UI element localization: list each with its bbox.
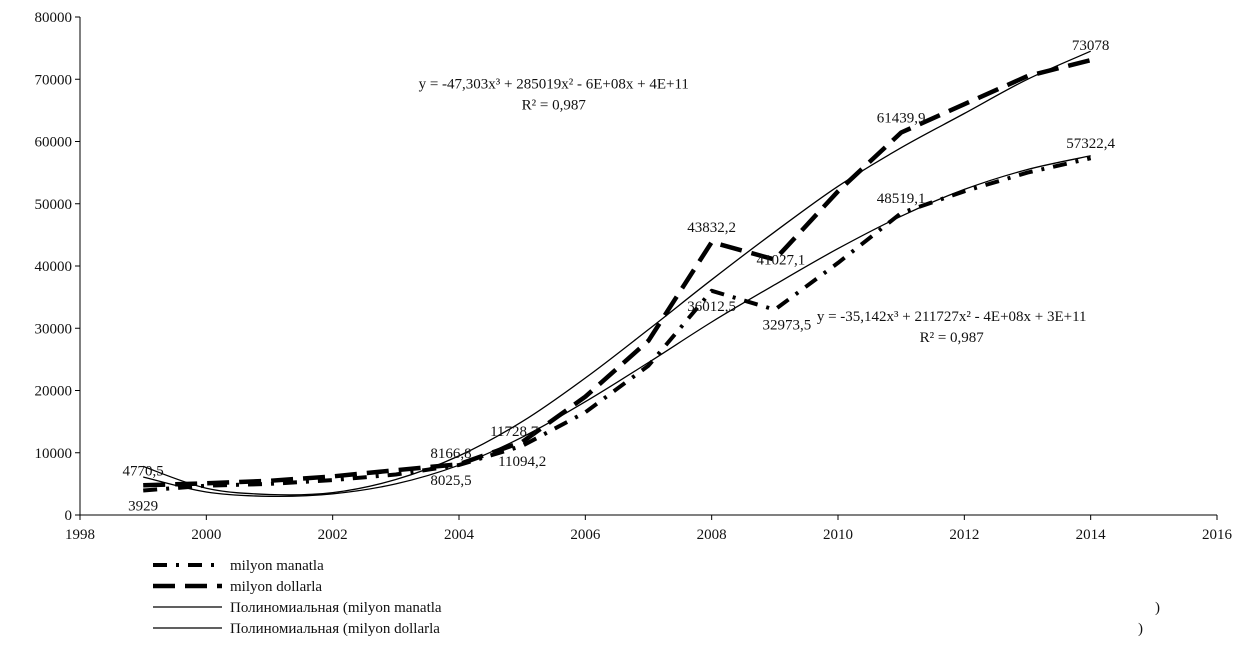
trendline-equations: y = -47,303x³ + 285019x² - 6E+08x + 4E+1…	[419, 77, 1087, 346]
data-label: 61439,9	[877, 111, 926, 127]
legend-label: Полиномиальная (milyon dollarla	[230, 621, 440, 637]
x-tick-label: 2014	[1076, 527, 1107, 543]
data-label: 73078	[1072, 38, 1110, 54]
trendline-equation: y = -35,142x³ + 211727x² - 4E+08x + 3E+1…	[817, 309, 1087, 325]
x-tick-label: 2002	[318, 527, 348, 543]
y-tick-label: 10000	[35, 446, 73, 462]
y-tick-label: 40000	[35, 259, 73, 275]
data-label: 3929	[128, 499, 158, 515]
x-tick-label: 2000	[191, 527, 221, 543]
trendline-3	[142, 50, 1091, 496]
trendline-equation: y = -47,303x³ + 285019x² - 6E+08x + 4E+1…	[419, 77, 689, 93]
data-label: 41027,1	[756, 253, 805, 269]
data-label: 11094,2	[498, 454, 546, 470]
series-line-1	[143, 57, 1092, 488]
y-tick-label: 0	[65, 508, 73, 524]
x-tick-label: 2012	[949, 527, 979, 543]
data-label: 11728,7	[490, 424, 539, 440]
data-label: 43832,2	[687, 220, 736, 236]
data-label: 4770,5	[123, 463, 164, 479]
legend-suffix: )	[1155, 600, 1160, 616]
data-label: 8166,8	[430, 446, 471, 462]
data-label: 48519,1	[877, 191, 926, 207]
y-tick-label: 60000	[35, 135, 73, 151]
x-tick-label: 2006	[570, 527, 601, 543]
legend-label: milyon dollarla	[230, 579, 322, 595]
legend-label: milyon manatla	[230, 558, 324, 574]
legend-suffix: )	[1138, 621, 1143, 637]
legend: milyon manatla milyon dollarla Полиномиаль…	[153, 558, 1160, 637]
axes: 0 10000 20000 30000 40000 50000 60000 70000 8000…	[35, 10, 1233, 543]
y-tick-label: 70000	[35, 72, 73, 88]
data-label: 36012,5	[687, 299, 736, 315]
data-label: 8025,5	[430, 473, 471, 489]
trendlines	[142, 50, 1091, 498]
data-label: 32973,5	[762, 318, 811, 334]
x-tick-label: 1998	[65, 527, 95, 543]
x-tick-label: 2010	[823, 527, 853, 543]
trendline-r-squared: R² = 0,987	[522, 98, 587, 114]
y-tick-label: 80000	[35, 10, 73, 26]
x-tick-label: 2004	[444, 527, 475, 543]
trendline-2	[143, 155, 1091, 498]
y-tick-label: 30000	[35, 321, 73, 337]
series-lines	[143, 57, 1092, 493]
data-label: 57322,4	[1066, 136, 1115, 152]
series-line-0	[143, 156, 1092, 493]
x-tick-label: 2016	[1202, 527, 1233, 543]
legend-label: Полиномиальная (milyon manatla	[230, 600, 442, 616]
x-tick-label: 2008	[697, 527, 727, 543]
y-tick-label: 20000	[35, 384, 73, 400]
trendline-r-squared: R² = 0,987	[920, 330, 985, 346]
y-tick-label: 50000	[35, 197, 73, 213]
data-labels: 4770,5 3929 8166,8 8025,5 11728,7 11094,2 4383…	[123, 38, 1116, 514]
